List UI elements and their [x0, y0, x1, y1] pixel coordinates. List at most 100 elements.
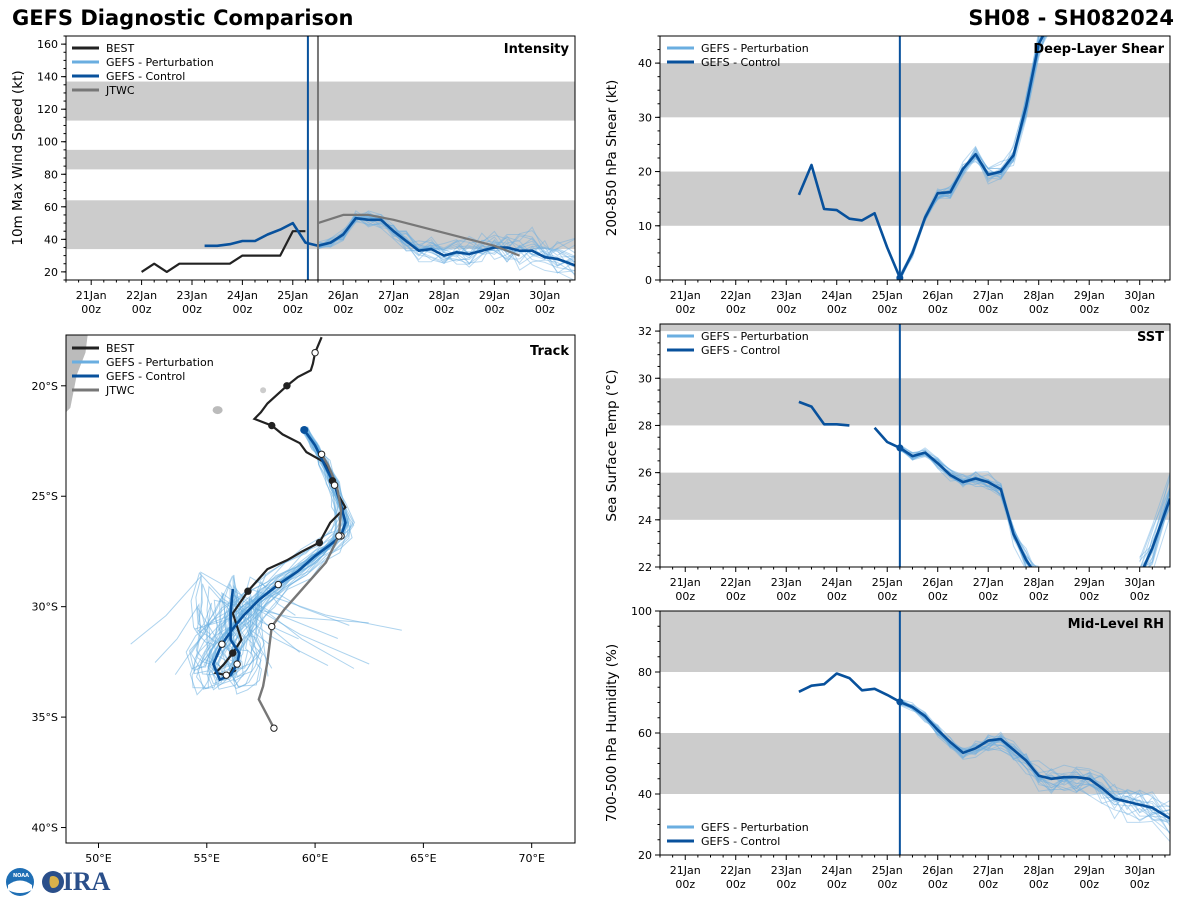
intensity-legend-label: GEFS - Perturbation — [106, 56, 214, 69]
sst-member-line — [1140, 478, 1170, 567]
sst-band-2 — [660, 324, 1170, 332]
intensity-member-line — [317, 215, 575, 275]
shear-xtick-hour: 00z — [827, 303, 847, 316]
sst-ylabel: Sea Surface Temp (°C) — [604, 369, 620, 521]
track-plot-area — [66, 335, 402, 732]
rh-plot-area — [660, 611, 1170, 855]
sst-member-line — [1153, 516, 1170, 567]
shear-ytick-label: 20 — [638, 166, 652, 179]
rh-xtick-date: 25Jan — [872, 864, 903, 877]
rh-xtick-hour: 00z — [675, 878, 695, 891]
track-legend-label: JTWC — [105, 384, 135, 397]
sst-member-line — [1139, 488, 1170, 567]
shear-ylabel: 200-850 hPa Shear (kt) — [604, 80, 620, 237]
shear-band-1 — [660, 63, 1170, 118]
intensity-xtick-date: 22Jan — [126, 289, 157, 302]
intensity-xtick-hour: 00z — [283, 303, 303, 316]
sst-member-line — [1141, 506, 1170, 567]
sst-panel-label: SST — [1137, 330, 1164, 345]
shear-xtick-date: 26Jan — [922, 289, 953, 302]
sst-band-0 — [660, 472, 1170, 520]
rh-band-1 — [660, 611, 1170, 672]
sst-member-line — [899, 444, 1034, 567]
rh-ytick-label: 20 — [638, 849, 652, 862]
sst-member-line — [1148, 500, 1170, 567]
rh-band-0 — [660, 733, 1170, 794]
track-legend-label: GEFS - Perturbation — [106, 356, 214, 369]
noaa-badge-label: NOAA — [13, 873, 30, 879]
shear-xtick-date: 24Jan — [821, 289, 852, 302]
intensity-xtick-hour: 00z — [384, 303, 404, 316]
rh-xtick-hour: 00z — [928, 878, 948, 891]
rh-ytick-label: 80 — [638, 666, 652, 679]
intensity-ylabel: 10m Max Wind Speed (kt) — [10, 70, 26, 245]
intensity-member-line — [317, 213, 575, 266]
sst-xtick-hour: 00z — [675, 590, 695, 603]
intensity-xtick-hour: 00z — [535, 303, 555, 316]
shear-ytick-label: 40 — [638, 57, 652, 70]
intensity-plot-area — [66, 36, 575, 280]
shear-member-line — [899, 36, 1045, 280]
shear-ytick-label: 30 — [638, 111, 652, 124]
shear-xtick-date: 22Jan — [720, 289, 751, 302]
intensity-ytick-label: 40 — [44, 233, 58, 246]
sst-xtick-hour: 00z — [1130, 590, 1150, 603]
rh-ytick-label: 100 — [631, 605, 652, 618]
track-init-point — [300, 425, 309, 434]
intensity-legend-label: JTWC — [105, 84, 135, 97]
track-jtwc-marker — [335, 532, 343, 540]
rh-legend-label: GEFS - Perturbation — [701, 821, 809, 834]
intensity-xtick-date: 28Jan — [428, 289, 459, 302]
noaa-cira-logo: NOAA CIRA — [4, 866, 114, 898]
rh-xtick-date: 24Jan — [821, 864, 852, 877]
track-control-marker — [330, 481, 339, 489]
track-legend-label: BEST — [106, 342, 134, 355]
cira-logo-label: CIRA — [44, 867, 111, 896]
track-ytick-label: 35°S — [32, 711, 58, 724]
sst-member-line — [1147, 501, 1170, 567]
sst-frame — [659, 323, 1171, 568]
track-best-marker — [268, 421, 276, 430]
intensity-xtick-hour: 00z — [182, 303, 202, 316]
shear-legend-label: GEFS - Perturbation — [701, 42, 809, 55]
sst-xtick-hour: 00z — [928, 590, 948, 603]
sst-legend-label: GEFS - Control — [701, 344, 780, 357]
rh-xtick-date: 29Jan — [1074, 864, 1105, 877]
rh-xtick-date: 21Jan — [670, 864, 701, 877]
intensity-jtwc-line — [317, 213, 520, 257]
shear-xtick-hour: 00z — [1029, 303, 1049, 316]
shear-xtick-hour: 00z — [776, 303, 796, 316]
shear-xtick-hour: 00z — [675, 303, 695, 316]
rh-xtick-hour: 00z — [978, 878, 998, 891]
rh-xtick-hour: 00z — [1130, 878, 1150, 891]
shear-xtick-date: 21Jan — [670, 289, 701, 302]
intensity-xtick-date: 29Jan — [479, 289, 510, 302]
shear-xtick-hour: 00z — [928, 303, 948, 316]
intensity-ytick-label: 20 — [44, 266, 58, 279]
sst-member-line — [899, 446, 1037, 567]
shear-xtick-hour: 00z — [1079, 303, 1099, 316]
intensity-xtick-date: 23Jan — [177, 289, 208, 302]
intensity-band-0 — [66, 200, 575, 250]
track-best-marker — [311, 348, 319, 357]
shear-xtick-date: 27Jan — [973, 289, 1004, 302]
track-xtick-label: 55°E — [194, 852, 220, 865]
track-best-marker — [315, 538, 324, 547]
intensity-band-2 — [66, 81, 575, 121]
rh-ytick-label: 40 — [638, 788, 652, 801]
shear-ytick-label: 10 — [638, 220, 652, 233]
rh-member-line — [899, 700, 1170, 827]
rh-member-line — [899, 700, 1170, 821]
rh-xtick-date: 30Jan — [1124, 864, 1155, 877]
track-member-line — [154, 427, 338, 689]
sst-xtick-hour: 00z — [776, 590, 796, 603]
figure-title: GEFS Diagnostic Comparison — [12, 6, 354, 30]
shear-ytick-label: 0 — [645, 274, 652, 287]
shear-xtick-date: 25Jan — [872, 289, 903, 302]
sst-xtick-date: 24Jan — [821, 576, 852, 589]
sst-ytick-label: 28 — [638, 419, 652, 432]
sst-xtick-date: 27Jan — [973, 576, 1004, 589]
track-control-marker — [218, 640, 226, 648]
track-jtwc-marker — [268, 622, 276, 631]
intensity-xtick-date: 30Jan — [529, 289, 560, 302]
